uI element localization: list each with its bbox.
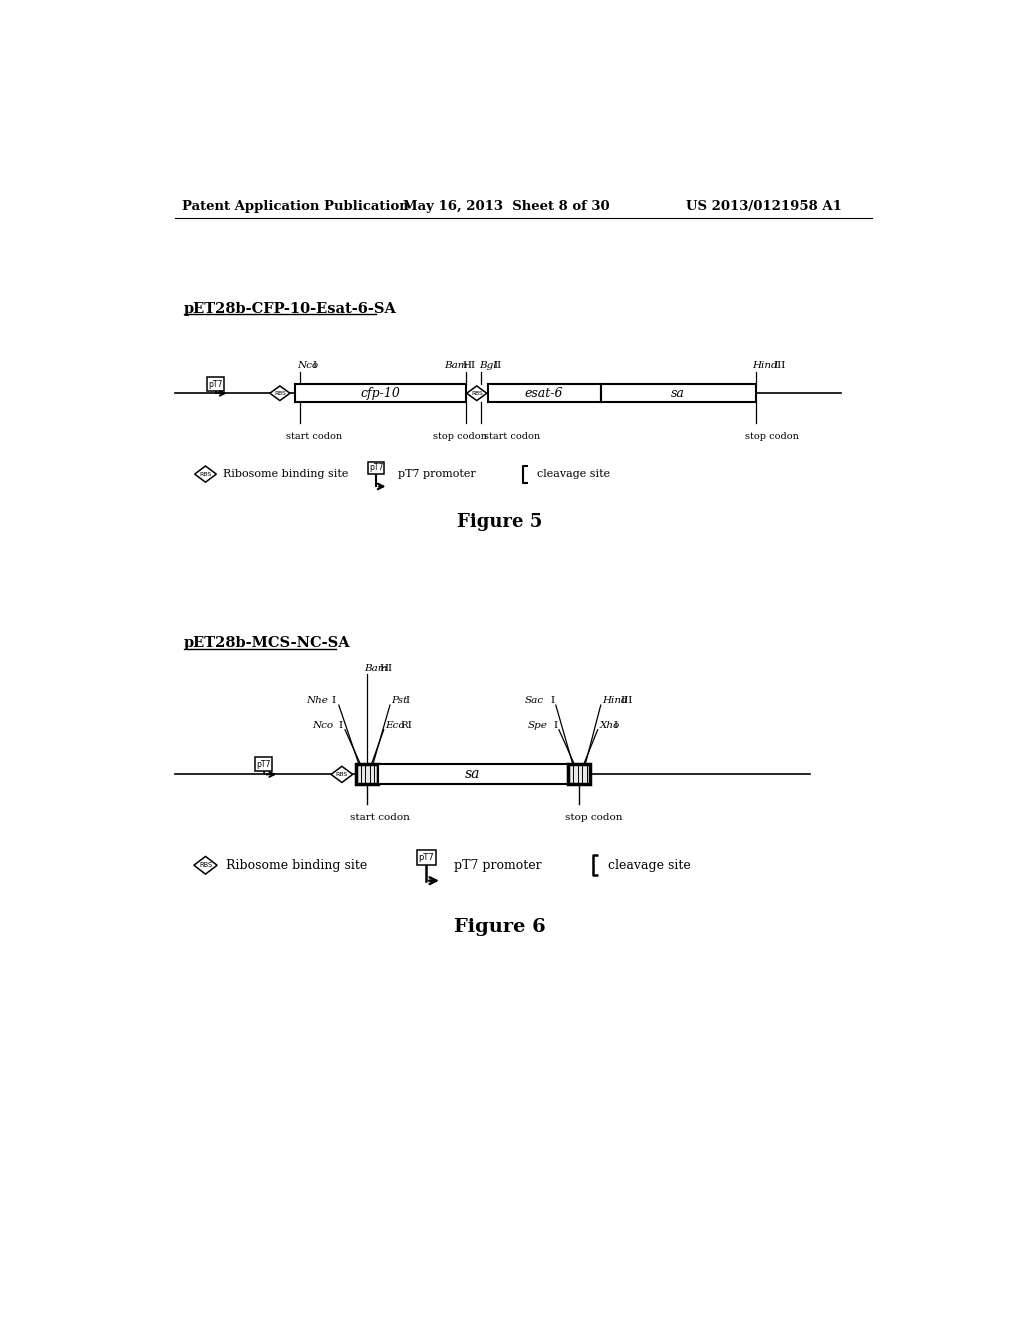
Polygon shape: [195, 466, 216, 482]
Text: III: III: [773, 362, 786, 370]
Text: RBS: RBS: [274, 391, 286, 396]
Text: Hind: Hind: [752, 362, 777, 370]
Text: Patent Application Publication: Patent Application Publication: [182, 199, 409, 213]
Bar: [487, 384, 601, 403]
Text: Bgl: Bgl: [479, 362, 497, 370]
Text: stop codon: stop codon: [565, 813, 623, 822]
Text: Sac: Sac: [524, 696, 544, 705]
Text: RBS: RBS: [200, 471, 212, 477]
Text: pT7: pT7: [369, 463, 383, 473]
Text: I: I: [550, 696, 555, 705]
Text: start codon: start codon: [349, 813, 410, 822]
Text: Ribosome binding site: Ribosome binding site: [222, 469, 348, 479]
Polygon shape: [270, 385, 290, 400]
Text: Eco: Eco: [385, 721, 404, 730]
Text: I: I: [554, 721, 558, 730]
Text: RI: RI: [400, 721, 412, 730]
Text: Pst: Pst: [391, 696, 408, 705]
Text: start codon: start codon: [483, 432, 540, 441]
Text: pET28b-CFP-10-Esat-6-SA: pET28b-CFP-10-Esat-6-SA: [183, 301, 396, 315]
Bar: [369, 462, 384, 474]
Polygon shape: [467, 385, 486, 400]
Text: HI: HI: [462, 362, 475, 370]
Text: pT7: pT7: [209, 380, 223, 388]
Polygon shape: [331, 767, 352, 783]
Bar: [356, 764, 378, 784]
Text: Nhe: Nhe: [306, 696, 328, 705]
Text: pT7 promoter: pT7 promoter: [397, 469, 475, 479]
Text: RBS: RBS: [471, 391, 482, 396]
Bar: [417, 850, 435, 865]
Text: May 16, 2013  Sheet 8 of 30: May 16, 2013 Sheet 8 of 30: [403, 199, 609, 213]
Text: Ribosome binding site: Ribosome binding site: [225, 859, 367, 871]
Text: I: I: [406, 696, 410, 705]
Bar: [378, 764, 568, 784]
Text: I: I: [614, 721, 618, 730]
Text: HI: HI: [380, 664, 393, 673]
Text: I: I: [332, 696, 336, 705]
Text: Hind: Hind: [602, 696, 628, 705]
Text: Spe: Spe: [528, 721, 548, 730]
Text: RBS: RBS: [199, 862, 212, 869]
Text: Nco: Nco: [312, 721, 334, 730]
Text: Nco: Nco: [297, 362, 318, 370]
Text: start codon: start codon: [286, 432, 342, 441]
Text: II: II: [494, 362, 502, 370]
Text: Xho: Xho: [599, 721, 620, 730]
Text: cleavage site: cleavage site: [608, 859, 691, 871]
Text: pT7: pT7: [256, 760, 270, 768]
Bar: [255, 758, 272, 771]
Text: I: I: [312, 362, 316, 370]
Text: Bam: Bam: [444, 362, 468, 370]
Text: pT7: pT7: [419, 853, 434, 862]
Bar: [207, 378, 224, 391]
Bar: [601, 384, 756, 403]
Text: sa: sa: [465, 767, 480, 781]
Text: Bam: Bam: [365, 664, 388, 673]
Text: cleavage site: cleavage site: [538, 469, 610, 479]
Bar: [568, 764, 590, 784]
Text: I: I: [338, 721, 342, 730]
Text: esat-6: esat-6: [525, 387, 563, 400]
Bar: [295, 384, 466, 403]
Text: stop codon: stop codon: [433, 432, 487, 441]
Text: pT7 promoter: pT7 promoter: [454, 859, 541, 871]
Text: stop codon: stop codon: [744, 432, 799, 441]
Text: sa: sa: [672, 387, 685, 400]
Text: pET28b-MCS-NC-SA: pET28b-MCS-NC-SA: [183, 636, 350, 651]
Text: RBS: RBS: [336, 772, 348, 777]
Text: US 2013/0121958 A1: US 2013/0121958 A1: [686, 199, 842, 213]
Text: Figure 6: Figure 6: [454, 917, 546, 936]
Text: Figure 5: Figure 5: [458, 513, 543, 531]
Text: cfp-10: cfp-10: [360, 387, 400, 400]
Text: III: III: [621, 696, 633, 705]
Polygon shape: [194, 857, 217, 874]
